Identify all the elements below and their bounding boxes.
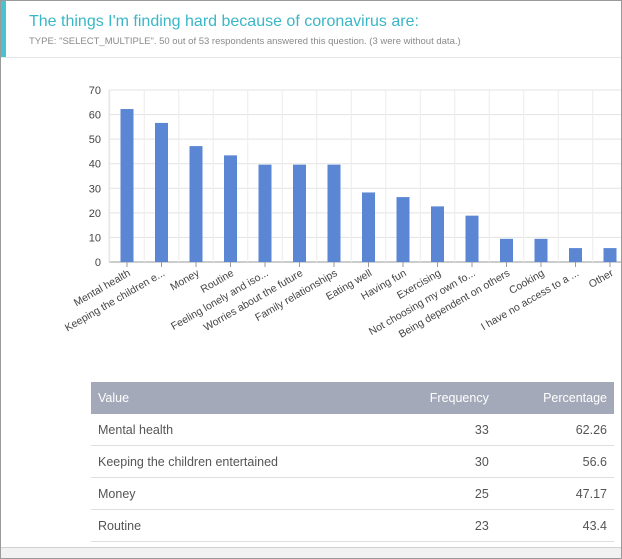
x-tick-label: Other xyxy=(587,267,616,291)
bar[interactable] xyxy=(155,122,168,262)
cell-frequency: 30 xyxy=(385,445,496,478)
question-title: The things I'm finding hard because of c… xyxy=(29,13,419,30)
cell-value: Money xyxy=(91,477,386,510)
bar[interactable] xyxy=(224,155,237,262)
y-tick-label: 30 xyxy=(89,183,101,195)
column-header-value[interactable]: Value xyxy=(91,382,386,414)
bar[interactable] xyxy=(534,238,548,262)
question-header: The things I'm finding hard because of c… xyxy=(1,1,621,58)
column-header-frequency[interactable]: Frequency xyxy=(385,382,496,414)
y-tick-label: 40 xyxy=(89,159,101,171)
horizontal-scrollbar[interactable] xyxy=(1,547,621,558)
cell-frequency: 23 xyxy=(385,509,496,542)
cell-frequency: 25 xyxy=(385,477,496,510)
y-tick-label: 0 xyxy=(95,257,101,269)
bar[interactable] xyxy=(189,146,203,262)
bar[interactable] xyxy=(465,215,479,262)
table-row: Routine 23 43.4 xyxy=(91,509,614,542)
cell-percentage: 43.4 xyxy=(495,509,614,542)
y-tick-label: 70 xyxy=(89,85,101,97)
bar[interactable] xyxy=(569,248,582,262)
column-header-percentage[interactable]: Percentage xyxy=(495,382,614,414)
cell-value: Mental health xyxy=(91,414,386,446)
y-tick-label: 10 xyxy=(89,232,101,244)
cell-frequency: 33 xyxy=(385,414,496,446)
bar[interactable] xyxy=(327,164,341,262)
cell-value: Routine xyxy=(91,509,386,542)
table-row: Money 25 47.17 xyxy=(91,477,614,510)
y-tick-label: 60 xyxy=(89,110,101,122)
table-row: Keeping the children entertained 30 56.6 xyxy=(91,445,614,478)
cell-percentage: 56.6 xyxy=(495,445,614,478)
cell-value: Keeping the children entertained xyxy=(91,445,386,478)
bar[interactable] xyxy=(120,109,134,262)
cell-percentage: 47.17 xyxy=(495,477,614,510)
bar[interactable] xyxy=(293,164,306,262)
table-row: Mental health 33 62.26 xyxy=(91,414,614,446)
x-tick-label: Money xyxy=(168,267,202,294)
bar[interactable] xyxy=(500,238,513,262)
bar[interactable] xyxy=(362,192,375,262)
bar[interactable] xyxy=(258,164,272,262)
table-header-row: Value Frequency Percentage xyxy=(91,382,614,414)
bar[interactable] xyxy=(396,197,410,262)
cell-percentage: 62.26 xyxy=(495,414,614,446)
bar[interactable] xyxy=(431,206,444,262)
y-tick-label: 50 xyxy=(89,134,101,146)
question-subtitle: TYPE: "SELECT_MULTIPLE". 50 out of 53 re… xyxy=(29,36,461,47)
bar[interactable] xyxy=(603,248,617,262)
accent-bar xyxy=(1,1,6,57)
frequency-table: Value Frequency Percentage Mental health… xyxy=(91,382,614,558)
y-tick-label: 20 xyxy=(89,208,101,220)
